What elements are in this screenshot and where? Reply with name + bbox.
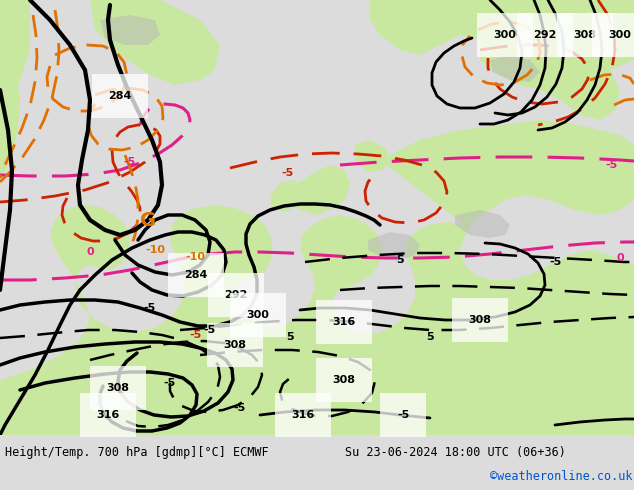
Text: Su 23-06-2024 18:00 UTC (06+36): Su 23-06-2024 18:00 UTC (06+36): [345, 445, 566, 459]
Text: 0: 0: [616, 253, 624, 263]
Text: 300: 300: [247, 310, 269, 320]
Polygon shape: [500, 285, 575, 330]
Polygon shape: [270, 180, 302, 212]
Text: 5: 5: [396, 255, 404, 265]
Polygon shape: [355, 140, 390, 172]
Polygon shape: [90, 0, 220, 85]
Text: 284: 284: [108, 91, 132, 101]
Text: 316: 316: [292, 410, 314, 420]
Text: -10: -10: [145, 245, 165, 255]
Text: -10: -10: [185, 252, 205, 262]
Polygon shape: [490, 55, 540, 82]
Text: -5: -5: [144, 303, 156, 313]
Text: 5: 5: [426, 332, 434, 342]
Polygon shape: [480, 20, 620, 120]
Polygon shape: [455, 210, 510, 238]
Polygon shape: [288, 165, 350, 215]
Text: -5: -5: [124, 157, 136, 167]
Text: 5: 5: [286, 332, 294, 342]
Polygon shape: [368, 232, 420, 260]
Text: 292: 292: [533, 30, 557, 40]
Text: -5: -5: [189, 330, 201, 340]
Text: ©weatheronline.co.uk: ©weatheronline.co.uk: [490, 469, 633, 483]
Text: 308: 308: [224, 340, 247, 350]
Text: -5: -5: [397, 410, 409, 420]
Polygon shape: [0, 372, 634, 435]
Text: -5: -5: [164, 378, 176, 388]
Text: 308: 308: [107, 383, 129, 393]
Text: 284: 284: [184, 270, 208, 280]
Polygon shape: [0, 60, 20, 180]
Polygon shape: [370, 0, 634, 75]
Text: 300: 300: [493, 30, 517, 40]
Text: 0: 0: [86, 247, 94, 257]
Text: 316: 316: [96, 410, 120, 420]
Text: 308: 308: [574, 30, 597, 40]
Text: G: G: [140, 211, 156, 229]
Text: 300: 300: [609, 30, 631, 40]
Text: 292: 292: [224, 290, 248, 300]
Text: Height/Temp. 700 hPa [gdmp][°C] ECMWF: Height/Temp. 700 hPa [gdmp][°C] ECMWF: [5, 445, 269, 459]
Text: -5: -5: [549, 257, 561, 267]
Text: 308: 308: [469, 315, 491, 325]
Text: -5: -5: [204, 325, 216, 335]
Polygon shape: [0, 120, 634, 435]
Polygon shape: [0, 0, 30, 140]
Text: 316: 316: [332, 317, 356, 327]
Polygon shape: [390, 285, 580, 345]
Polygon shape: [100, 15, 160, 45]
Text: 308: 308: [332, 375, 356, 385]
Text: -5: -5: [234, 403, 246, 413]
Text: -5: -5: [282, 168, 294, 178]
Text: -5: -5: [606, 160, 618, 170]
